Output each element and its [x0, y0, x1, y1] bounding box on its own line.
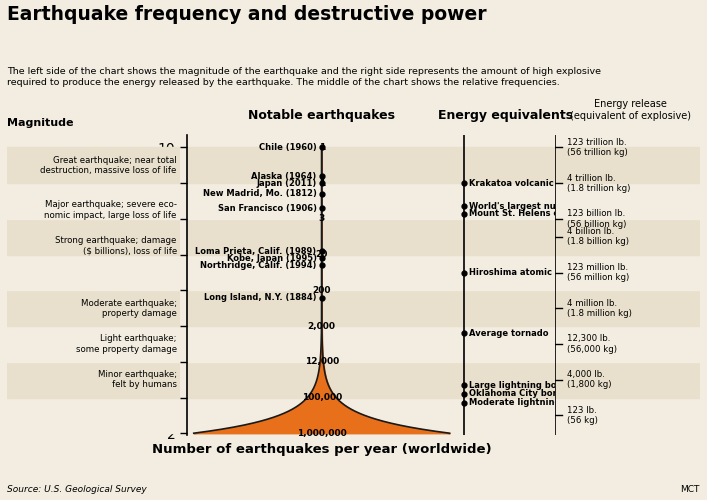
Text: Great earthquake; near total
destruction, massive loss of life: Great earthquake; near total destruction…: [40, 156, 177, 175]
Text: Hiroshima atomic bomb: Hiroshima atomic bomb: [469, 268, 581, 277]
Bar: [187, 290, 456, 326]
Bar: [456, 254, 555, 290]
Text: 123 lb.
(56 kg): 123 lb. (56 kg): [566, 406, 597, 425]
Bar: [555, 290, 700, 326]
Bar: [7, 183, 180, 219]
Text: San Francisco (1906): San Francisco (1906): [218, 204, 317, 212]
Text: 4 billion lb.
(1.8 billion kg): 4 billion lb. (1.8 billion kg): [566, 227, 629, 246]
Text: Notable earthquakes: Notable earthquakes: [248, 110, 395, 122]
Bar: [7, 398, 180, 433]
Text: MCT: MCT: [681, 485, 700, 494]
Text: Strong earthquake; damage
($ billions), loss of life: Strong earthquake; damage ($ billions), …: [55, 236, 177, 256]
Bar: [187, 254, 456, 290]
Text: 12,000: 12,000: [305, 358, 339, 366]
Text: Large lightning bolt: Large lightning bolt: [469, 380, 563, 390]
Text: World's largest nuclear test (USSR): World's largest nuclear test (USSR): [469, 202, 636, 211]
Text: Energy equivalents: Energy equivalents: [438, 110, 573, 122]
Text: Major earthquake; severe eco-
nomic impact, large loss of life: Major earthquake; severe eco- nomic impa…: [45, 200, 177, 220]
Text: Mount St. Helens eruption: Mount St. Helens eruption: [469, 209, 594, 218]
Bar: [7, 219, 180, 254]
Bar: [555, 183, 700, 219]
Bar: [7, 362, 180, 398]
Text: Number of earthquakes per year (worldwide): Number of earthquakes per year (worldwid…: [152, 442, 491, 456]
Text: Average tornado: Average tornado: [469, 328, 549, 338]
Text: Minor earthquake;
felt by humans: Minor earthquake; felt by humans: [98, 370, 177, 390]
Bar: [187, 326, 456, 362]
Text: 123 million lb.
(56 million kg): 123 million lb. (56 million kg): [566, 263, 629, 282]
Bar: [187, 398, 456, 433]
Text: Kobe, Japan (1995): Kobe, Japan (1995): [226, 254, 317, 262]
Text: Chile (1960): Chile (1960): [259, 143, 317, 152]
Text: Moderate lightning bolt: Moderate lightning bolt: [469, 398, 582, 407]
Text: Alaska (1964): Alaska (1964): [251, 172, 317, 180]
Text: Northridge, Calif. (1994): Northridge, Calif. (1994): [200, 261, 317, 270]
Bar: [456, 219, 555, 254]
Bar: [456, 326, 555, 362]
Bar: [187, 362, 456, 398]
Bar: [456, 290, 555, 326]
Text: Moderate earthquake;
property damage: Moderate earthquake; property damage: [81, 298, 177, 318]
Text: 1: 1: [319, 143, 325, 152]
Text: 4 trillion lb.
(1.8 trillion kg): 4 trillion lb. (1.8 trillion kg): [566, 174, 630, 193]
Text: 3: 3: [319, 214, 325, 224]
Text: 20: 20: [315, 250, 328, 259]
Bar: [187, 183, 456, 219]
Bar: [555, 362, 700, 398]
Text: The left side of the chart shows the magnitude of the earthquake and the right s: The left side of the chart shows the mag…: [7, 68, 601, 87]
Text: 4,000 lb.
(1,800 kg): 4,000 lb. (1,800 kg): [566, 370, 611, 390]
Text: Japan (2011): Japan (2011): [257, 178, 317, 188]
Text: 12,300 lb.
(56,000 kg): 12,300 lb. (56,000 kg): [566, 334, 617, 353]
Text: 4 million lb.
(1.8 million kg): 4 million lb. (1.8 million kg): [566, 298, 631, 318]
Bar: [456, 362, 555, 398]
Bar: [555, 254, 700, 290]
Text: Magnitude: Magnitude: [7, 118, 74, 128]
Bar: [187, 219, 456, 254]
Text: Oklahoma City bombing: Oklahoma City bombing: [469, 390, 582, 398]
Text: Krakatoa volcanic eruption: Krakatoa volcanic eruption: [469, 178, 597, 188]
Text: 200: 200: [312, 286, 331, 295]
Text: Loma Prieta, Calif. (1989): Loma Prieta, Calif. (1989): [195, 246, 317, 256]
Text: 123 billion lb.
(56 billion kg): 123 billion lb. (56 billion kg): [566, 209, 626, 229]
Text: Source: U.S. Geological Survey: Source: U.S. Geological Survey: [7, 485, 147, 494]
Bar: [555, 326, 700, 362]
Bar: [555, 219, 700, 254]
Text: 100,000: 100,000: [302, 393, 341, 402]
Text: Light earthquake;
some property damage: Light earthquake; some property damage: [76, 334, 177, 353]
Text: Earthquake frequency and destructive power: Earthquake frequency and destructive pow…: [7, 5, 486, 24]
Bar: [187, 148, 456, 183]
Bar: [456, 148, 555, 183]
Bar: [555, 148, 700, 183]
Bar: [7, 290, 180, 326]
Text: Long Island, N.Y. (1884): Long Island, N.Y. (1884): [204, 293, 317, 302]
Text: 2,000: 2,000: [308, 322, 336, 330]
Text: 123 trillion lb.
(56 trillion kg): 123 trillion lb. (56 trillion kg): [566, 138, 627, 157]
Bar: [555, 398, 700, 433]
Bar: [7, 254, 180, 290]
Text: New Madrid, Mo. (1812): New Madrid, Mo. (1812): [203, 190, 317, 198]
Bar: [7, 326, 180, 362]
Bar: [456, 398, 555, 433]
Text: 1,000,000: 1,000,000: [297, 428, 346, 438]
Bar: [7, 148, 180, 183]
Text: 1: 1: [319, 178, 325, 188]
Bar: [456, 183, 555, 219]
Text: Energy release
(equivalent of explosive): Energy release (equivalent of explosive): [570, 100, 691, 121]
